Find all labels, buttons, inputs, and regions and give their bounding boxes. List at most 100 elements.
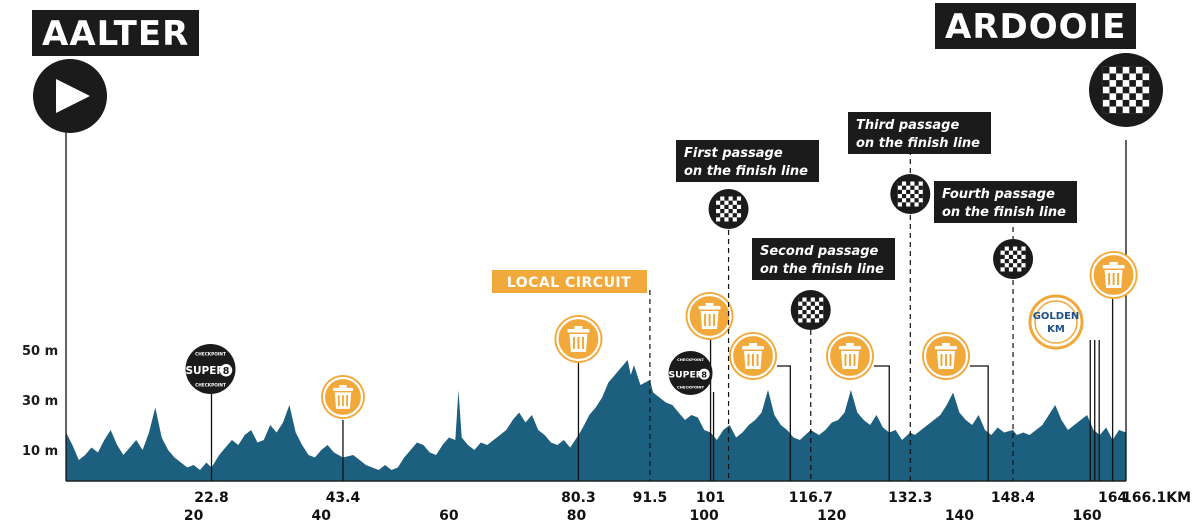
bin-stripe <box>752 354 754 366</box>
y-tick-label: 10 m <box>22 444 58 459</box>
bin-stripe <box>708 314 711 326</box>
elevation-area <box>66 360 1126 481</box>
bin-stripe <box>1112 273 1115 285</box>
flag-square <box>724 196 729 201</box>
golden-km-text: KM <box>1047 324 1065 335</box>
km-marker-label: 43.4 <box>326 490 361 506</box>
flag-square <box>918 202 923 207</box>
bin-stripe <box>949 354 952 366</box>
finish-flag-icon <box>1089 53 1163 127</box>
golden-km-ring <box>1028 294 1084 350</box>
callout-line: on the finish line <box>760 262 884 277</box>
bin-ring <box>730 333 776 379</box>
callout-line: on the finish line <box>942 205 1066 220</box>
flag-square <box>901 185 907 190</box>
flag-square <box>819 310 824 315</box>
waste-bin-icon <box>729 332 777 380</box>
bin-stripe <box>849 354 851 366</box>
flag-square <box>1102 66 1110 74</box>
checkpoint-main-text: SUPER <box>185 365 224 377</box>
flag-square <box>810 301 815 306</box>
flag-square <box>906 198 911 203</box>
checkered-flag-icon <box>890 174 931 214</box>
x-tick-label: 100 <box>690 508 719 524</box>
bin-handle <box>846 343 854 346</box>
checkpoint-circle <box>668 351 713 395</box>
flag-square <box>732 213 737 218</box>
bin-ring <box>923 333 969 379</box>
waste-bin-icon <box>1089 251 1138 299</box>
flag-square <box>806 314 811 319</box>
bin-lid <box>839 346 861 350</box>
bin-ring <box>322 376 364 418</box>
callout-box <box>676 140 819 182</box>
flag-square <box>1008 254 1014 259</box>
flag-square <box>1000 263 1005 268</box>
bin-bracket-line <box>874 365 890 481</box>
local-circuit-box <box>492 270 647 293</box>
callout-box <box>934 181 1077 223</box>
start-icon <box>33 59 107 133</box>
waste-bin-icon <box>922 332 970 380</box>
flag-square <box>1122 99 1130 107</box>
bin-stripe <box>844 354 847 366</box>
fourth-passage-callout: Fourth passage on the finish line <box>934 181 1077 223</box>
bin-stripe <box>572 337 575 349</box>
callout-line: on the finish line <box>856 136 980 151</box>
bin-lid <box>698 306 721 310</box>
bin-stripe <box>346 395 349 407</box>
checkered-flag-icon <box>993 239 1034 279</box>
x-tick-label: 20 <box>184 508 204 524</box>
bin-stripe <box>713 314 716 326</box>
bin-stripe <box>577 337 580 349</box>
bin-stripe <box>945 354 947 366</box>
flag-square <box>1102 80 1110 87</box>
flag-square <box>1135 99 1143 107</box>
bin-ring <box>556 316 601 362</box>
checkpoint-num-text: 8 <box>223 366 230 377</box>
flag-square <box>802 310 807 315</box>
waste-bin-icon <box>554 315 603 363</box>
callout-box <box>848 112 991 154</box>
flag-square <box>1142 66 1150 74</box>
flag-square <box>728 209 733 214</box>
golden-km-text: GOLDEN <box>1033 311 1080 322</box>
bin-lid <box>567 329 590 333</box>
flag-square <box>798 314 803 319</box>
flag-square <box>732 196 737 201</box>
flag-square <box>819 301 824 306</box>
x-tick-label: 140 <box>945 508 974 524</box>
y-tick-label: 30 m <box>22 394 58 409</box>
flag-square <box>802 301 807 306</box>
flag-square <box>1102 93 1110 100</box>
flag-square <box>814 297 820 302</box>
flag-square <box>1021 259 1026 264</box>
flag-square <box>914 181 919 186</box>
second-passage-callout: Second passage on the finish line <box>752 238 895 280</box>
callout-line: Fourth passage <box>942 187 1055 202</box>
bin-lid <box>1102 265 1125 269</box>
flag-square <box>716 196 721 201</box>
checkpoint-top-text: CHECKPOINT <box>677 358 704 362</box>
checkpoint-num-text: 8 <box>701 369 707 379</box>
callout-line: First passage <box>684 146 783 161</box>
flag-square <box>1021 267 1026 272</box>
km-marker-label: 164 <box>1098 490 1127 506</box>
x-tick-label: 80 <box>567 508 587 524</box>
flag-square <box>1004 250 1009 255</box>
flag-square <box>810 310 815 315</box>
flag-square <box>914 189 919 194</box>
bin-handle <box>1109 262 1118 265</box>
flag-square <box>918 185 923 190</box>
bin-stripe <box>342 395 344 407</box>
callout-line: on the finish line <box>684 164 808 179</box>
x-tick-label: 40 <box>312 508 332 524</box>
flag-square <box>1000 254 1005 259</box>
flag-square <box>906 189 911 194</box>
flag-square <box>724 204 729 209</box>
bin-handle <box>339 385 347 388</box>
callout-line: Third passage <box>856 118 959 133</box>
flag-square <box>1135 86 1143 94</box>
